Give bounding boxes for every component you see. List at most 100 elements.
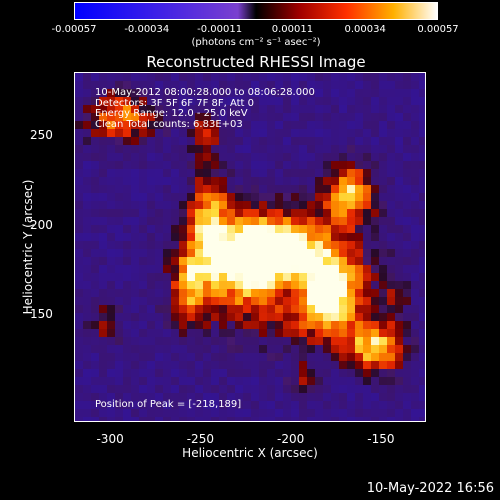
image-pixel xyxy=(283,321,292,330)
image-pixel xyxy=(83,297,92,306)
image-pixel xyxy=(387,409,396,418)
image-pixel xyxy=(187,113,196,122)
image-pixel xyxy=(259,129,268,138)
image-pixel xyxy=(299,329,308,338)
image-pixel xyxy=(195,161,204,170)
image-pixel xyxy=(363,217,372,226)
image-pixel xyxy=(235,225,244,234)
image-pixel xyxy=(307,193,316,202)
image-pixel xyxy=(403,353,412,362)
image-pixel xyxy=(139,289,148,298)
image-pixel xyxy=(171,233,180,242)
image-pixel xyxy=(275,185,284,194)
image-pixel xyxy=(403,201,412,210)
image-pixel xyxy=(227,401,236,410)
image-pixel xyxy=(259,209,268,218)
image-pixel xyxy=(171,401,180,410)
image-pixel xyxy=(75,353,84,362)
image-pixel xyxy=(315,369,324,378)
image-pixel xyxy=(115,241,124,250)
image-pixel xyxy=(379,281,388,290)
image-pixel xyxy=(171,177,180,186)
image-pixel xyxy=(107,89,116,98)
image-pixel xyxy=(179,361,188,370)
image-pixel xyxy=(147,321,156,330)
image-pixel xyxy=(179,161,188,170)
image-pixel xyxy=(107,137,116,146)
image-pixel xyxy=(323,201,332,210)
image-pixel xyxy=(83,289,92,298)
image-pixel xyxy=(323,385,332,394)
image-pixel xyxy=(363,329,372,338)
image-pixel xyxy=(123,249,132,258)
image-pixel xyxy=(131,81,140,90)
image-pixel xyxy=(355,193,364,202)
image-pixel xyxy=(227,337,236,346)
image-pixel xyxy=(227,257,236,266)
image-pixel xyxy=(387,321,396,330)
image-pixel xyxy=(371,225,380,234)
image-pixel xyxy=(347,273,356,282)
image-pixel xyxy=(299,313,308,322)
image-pixel xyxy=(411,297,420,306)
image-pixel xyxy=(131,185,140,194)
image-pixel xyxy=(339,113,348,122)
image-pixel xyxy=(419,145,425,154)
image-pixel xyxy=(211,217,220,226)
image-pixel xyxy=(395,337,404,346)
image-pixel xyxy=(419,137,425,146)
image-pixel xyxy=(251,137,260,146)
image-pixel xyxy=(203,369,212,378)
image-pixel xyxy=(411,345,420,354)
image-pixel xyxy=(283,401,292,410)
image-pixel xyxy=(211,321,220,330)
image-pixel xyxy=(379,153,388,162)
image-pixel xyxy=(219,225,228,234)
image-pixel xyxy=(283,185,292,194)
image-pixel xyxy=(355,321,364,330)
image-pixel xyxy=(419,241,425,250)
image-pixel xyxy=(131,369,140,378)
image-pixel xyxy=(387,265,396,274)
image-pixel xyxy=(123,209,132,218)
image-pixel xyxy=(347,249,356,258)
image-pixel xyxy=(259,385,268,394)
image-pixel xyxy=(163,121,172,130)
image-pixel xyxy=(371,193,380,202)
image-pixel xyxy=(139,145,148,154)
image-pixel xyxy=(355,385,364,394)
image-pixel xyxy=(363,121,372,130)
image-pixel xyxy=(419,273,425,282)
image-pixel xyxy=(91,369,100,378)
image-pixel xyxy=(323,409,332,418)
image-pixel xyxy=(75,393,84,402)
image-pixel xyxy=(83,145,92,154)
image-pixel xyxy=(267,353,276,362)
image-pixel xyxy=(379,233,388,242)
image-pixel xyxy=(355,137,364,146)
image-pixel xyxy=(171,185,180,194)
image-pixel xyxy=(123,129,132,138)
image-pixel xyxy=(211,361,220,370)
image-pixel xyxy=(403,385,412,394)
image-pixel xyxy=(243,249,252,258)
image-pixel xyxy=(99,321,108,330)
image-pixel xyxy=(379,105,388,114)
image-pixel xyxy=(147,265,156,274)
image-pixel xyxy=(155,305,164,314)
image-pixel xyxy=(251,89,260,98)
image-pixel xyxy=(307,401,316,410)
image-pixel xyxy=(163,201,172,210)
x-tick-label: -150 xyxy=(367,432,395,446)
image-pixel xyxy=(363,305,372,314)
image-pixel xyxy=(403,185,412,194)
image-pixel xyxy=(163,193,172,202)
image-pixel xyxy=(411,209,420,218)
image-pixel xyxy=(259,137,268,146)
image-pixel xyxy=(75,193,84,202)
image-pixel xyxy=(227,409,236,418)
image-pixel xyxy=(211,281,220,290)
image-pixel xyxy=(115,217,124,226)
image-pixel xyxy=(355,121,364,130)
image-pixel xyxy=(347,233,356,242)
